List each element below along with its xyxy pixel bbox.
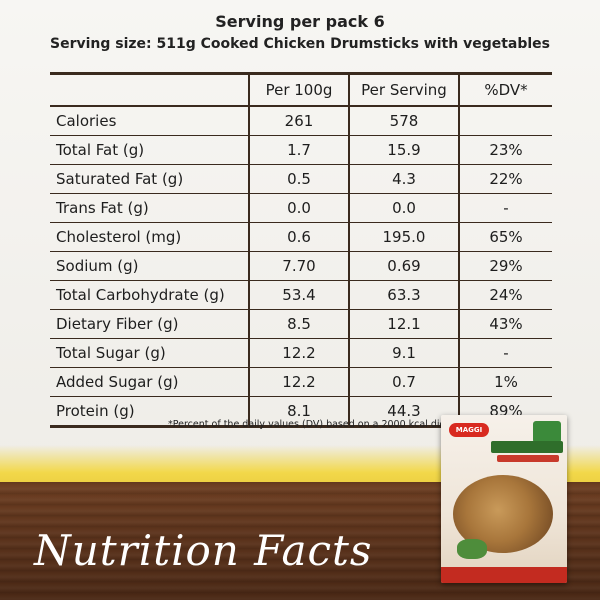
nutrient-name: Added Sugar (g): [50, 367, 249, 397]
per-serving-value: 44.3: [348, 396, 459, 428]
nutrient-name: Total Fat (g): [50, 135, 249, 165]
nutrient-name: Dietary Fiber (g): [50, 309, 249, 339]
footnote: *Percent of the daily values (DV) based …: [168, 419, 453, 430]
per-100g-value: 0.0: [248, 193, 349, 223]
per-serving-value: 0.0: [348, 193, 459, 223]
table-row: Sodium (g) 7.70 0.69 29%: [50, 251, 552, 281]
per-serving-value: 63.3: [348, 280, 459, 310]
dv-value: 24%: [458, 280, 552, 310]
nutrient-name: Total Carbohydrate (g): [50, 280, 249, 310]
package-bottom-strip: [441, 567, 567, 583]
table-header-row: Per 100g Per Serving %DV*: [50, 72, 552, 107]
dv-value: 1%: [458, 367, 552, 397]
header: Serving per pack 6 Serving size: 511g Co…: [0, 12, 600, 54]
nutrient-name: Calories: [50, 106, 249, 136]
header-nutrient: [50, 72, 249, 107]
dv-value: 65%: [458, 222, 552, 252]
per-100g-value: 7.70: [248, 251, 349, 281]
nutrient-name: Cholesterol (mg): [50, 222, 249, 252]
table-row: Total Sugar (g) 12.2 9.1 -: [50, 338, 552, 368]
table-row: Calories 261 578: [50, 106, 552, 136]
per-serving-value: 0.7: [348, 367, 459, 397]
nutrition-table: Per 100g Per Serving %DV* Calories 261 5…: [50, 72, 552, 428]
nutrient-name: Total Sugar (g): [50, 338, 249, 368]
serving-per-pack: Serving per pack 6: [215, 12, 385, 31]
per-100g-value: 12.2: [248, 367, 349, 397]
table-row: Cholesterol (mg) 0.6 195.0 65%: [50, 222, 552, 252]
per-serving-value: 9.1: [348, 338, 459, 368]
per-100g-value: 8.1: [248, 396, 349, 428]
per-100g-value: 0.5: [248, 164, 349, 194]
per-100g-value: 0.6: [248, 222, 349, 252]
dv-value: -: [458, 193, 552, 223]
table-row: Protein (g) 8.1 44.3 89%: [50, 396, 552, 428]
nutrient-name: Trans Fat (g): [50, 193, 249, 223]
nutrition-facts-title: Nutrition Facts: [34, 526, 373, 575]
brand-logo: MAGGI: [449, 423, 489, 437]
per-serving-value: 195.0: [348, 222, 459, 252]
per-100g-value: 12.2: [248, 338, 349, 368]
vegetable-graphic: [457, 539, 487, 559]
table-row: Saturated Fat (g) 0.5 4.3 22%: [50, 164, 552, 194]
nutrient-name: Protein (g): [50, 396, 249, 428]
header-per-100g: Per 100g: [248, 72, 349, 107]
per-serving-value: 12.1: [348, 309, 459, 339]
dv-value: [458, 106, 552, 136]
per-serving-value: 0.69: [348, 251, 459, 281]
table-row: Total Fat (g) 1.7 15.9 23%: [50, 135, 552, 165]
dv-value: 22%: [458, 164, 552, 194]
dv-value: -: [458, 338, 552, 368]
per-100g-value: 261: [248, 106, 349, 136]
table-row: Dietary Fiber (g) 8.5 12.1 43%: [50, 309, 552, 339]
per-serving-value: 578: [348, 106, 459, 136]
table-row: Trans Fat (g) 0.0 0.0 -: [50, 193, 552, 223]
per-100g-value: 1.7: [248, 135, 349, 165]
header-per-serving: Per Serving: [348, 72, 459, 107]
nutrient-name: Sodium (g): [50, 251, 249, 281]
header-dv: %DV*: [458, 72, 552, 107]
dv-value: 43%: [458, 309, 552, 339]
per-100g-value: 53.4: [248, 280, 349, 310]
per-serving-value: 4.3: [348, 164, 459, 194]
per-serving-value: 15.9: [348, 135, 459, 165]
product-package-image: MAGGI: [441, 415, 567, 583]
table-row: Total Carbohydrate (g) 53.4 63.3 24%: [50, 280, 552, 310]
serving-size: Serving size: 511g Cooked Chicken Drumst…: [50, 36, 550, 52]
green-badge-icon: [533, 421, 561, 443]
dv-value: 29%: [458, 251, 552, 281]
product-name-latin-graphic: [497, 455, 559, 462]
table-row: Added Sugar (g) 12.2 0.7 1%: [50, 367, 552, 397]
per-100g-value: 8.5: [248, 309, 349, 339]
nutrient-name: Saturated Fat (g): [50, 164, 249, 194]
dv-value: 23%: [458, 135, 552, 165]
product-name-arabic-graphic: [491, 441, 563, 453]
